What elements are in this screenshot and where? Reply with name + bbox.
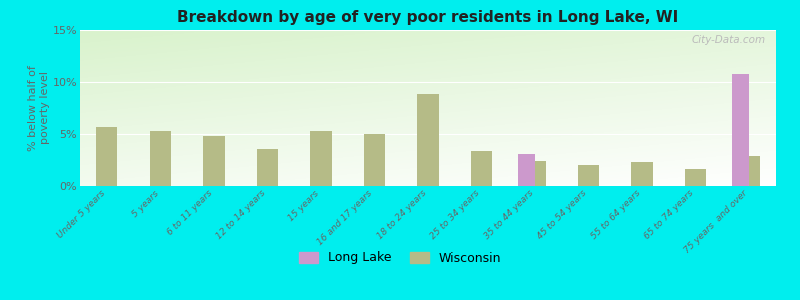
Bar bbox=[364, 134, 385, 186]
Bar bbox=[418, 94, 438, 186]
Y-axis label: % below half of
poverty level: % below half of poverty level bbox=[28, 65, 50, 151]
Bar bbox=[685, 169, 706, 186]
Bar bbox=[257, 148, 278, 186]
Legend: Long Lake, Wisconsin: Long Lake, Wisconsin bbox=[294, 247, 506, 269]
Bar bbox=[310, 131, 332, 186]
Title: Breakdown by age of very poor residents in Long Lake, WI: Breakdown by age of very poor residents … bbox=[178, 10, 678, 25]
Bar bbox=[96, 127, 118, 186]
Bar bbox=[738, 156, 760, 186]
Bar bbox=[732, 74, 750, 186]
Bar bbox=[203, 136, 225, 186]
Bar bbox=[578, 165, 599, 186]
Bar bbox=[150, 131, 171, 186]
Bar bbox=[524, 161, 546, 186]
Bar bbox=[518, 154, 535, 186]
Bar bbox=[471, 151, 492, 186]
Bar bbox=[631, 162, 653, 186]
Text: City-Data.com: City-Data.com bbox=[691, 35, 766, 45]
